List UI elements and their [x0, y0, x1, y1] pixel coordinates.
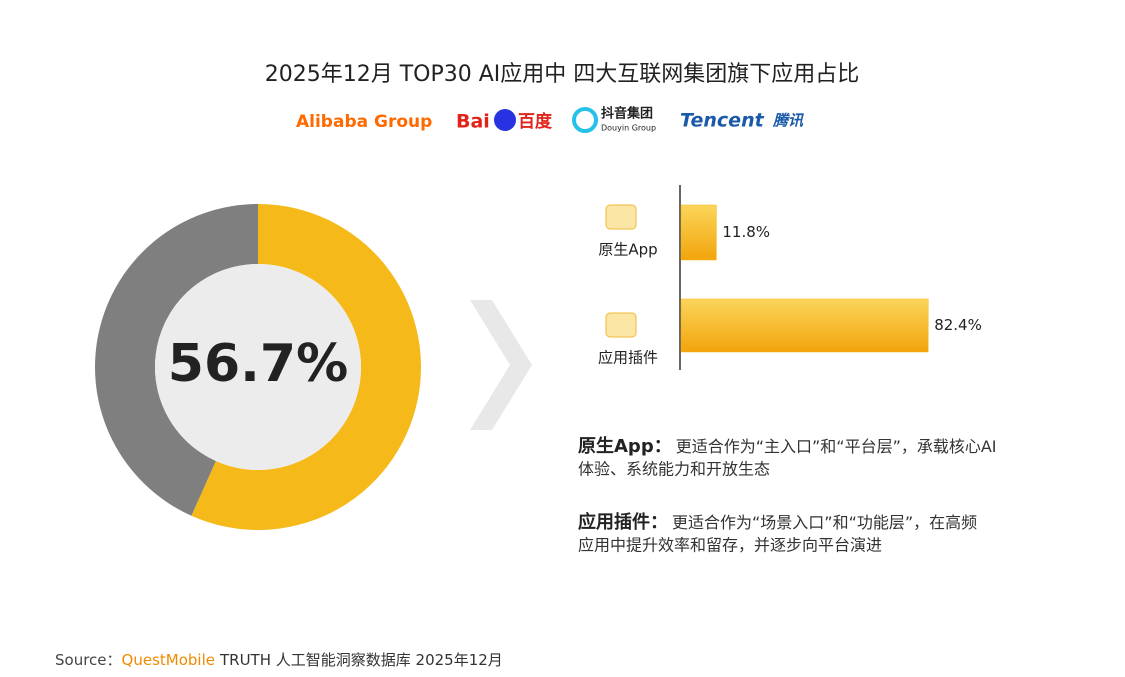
source-text: TRUTH 人工智能洞察数据库 2025年12月 — [219, 651, 503, 669]
bar — [680, 298, 929, 353]
note-heading: 应用插件： — [578, 511, 668, 533]
icon-plugin — [605, 312, 637, 338]
donut-segment — [95, 204, 259, 516]
logo-baidu: Bai — [456, 111, 490, 133]
logo-douyin: 抖音集团 — [601, 106, 653, 122]
title: 2025年12月 TOP30 AI应用中 四大互联网集团旗下应用占比 — [265, 62, 860, 87]
logo-baidu-cn: 百度 — [518, 111, 553, 132]
note-line: 应用中提升效率和留存，并逐步向平台演进 — [578, 536, 882, 555]
arrow-decoration — [470, 300, 532, 430]
source-brand: QuestMobile — [122, 651, 215, 669]
note-line: 体验、系统能力和开放生态 — [578, 460, 770, 479]
source: Source：QuestMobile TRUTH 人工智能洞察数据库 2025年1… — [55, 651, 503, 669]
logo-baidu-paw — [494, 109, 516, 131]
bar-category-label: 原生App — [598, 241, 657, 259]
bar-value-label: 11.8% — [722, 223, 770, 241]
logo-douyin-icon — [572, 107, 598, 133]
donut-center-label: 56.7% — [168, 334, 348, 394]
icon-app — [605, 204, 637, 230]
note-line: 更适合作为“场景入口”和“功能层”，在高频 — [672, 513, 977, 532]
logo-tencent-cn: 腾讯 — [772, 112, 804, 130]
note-line: 更适合作为“主入口”和“平台层”，承载核心AI — [676, 437, 997, 456]
donut-segment — [191, 204, 422, 530]
bar — [680, 204, 717, 261]
logo-douyin-en: Douyin Group — [601, 124, 656, 133]
logo-alibaba: Alibaba Group — [296, 112, 432, 132]
note: 应用插件： 更适合作为“场景入口”和“功能层”，在高频 — [578, 511, 977, 533]
bar-value-label: 82.4% — [934, 316, 982, 334]
note-heading: 原生App： — [578, 435, 672, 457]
note: 原生App： 更适合作为“主入口”和“平台层”，承载核心AI — [578, 435, 997, 457]
logo-tencent: Tencent — [680, 110, 765, 132]
source-label: Source： — [55, 651, 122, 669]
bar-category-label: 应用插件 — [598, 349, 658, 367]
donut-hole — [155, 264, 361, 470]
